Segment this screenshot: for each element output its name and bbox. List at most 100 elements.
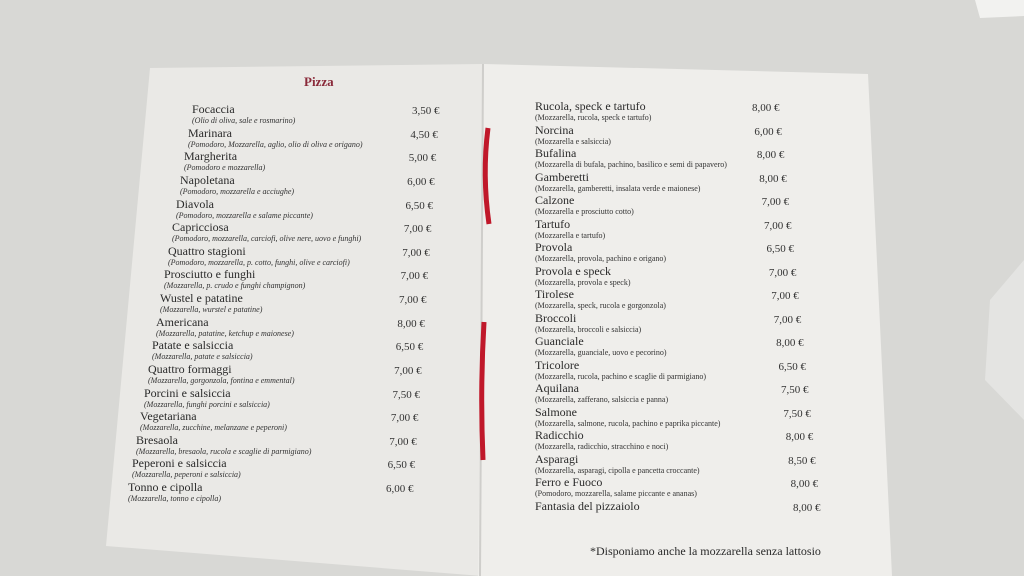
- item-description: (Pomodoro e mozzarella): [184, 163, 266, 173]
- item-price: 4,50 €: [410, 128, 438, 141]
- item-name: Tartufo: [535, 216, 571, 231]
- item-price: 3,50 €: [412, 105, 440, 117]
- menu-item: Americana (Mozzarella, patatine, ketchup …: [156, 314, 294, 338]
- item-name: Bufalina: [535, 146, 577, 161]
- menu-item: Margherita (Pomodoro e mozzarella): [184, 149, 266, 173]
- item-name: Tirolese: [535, 287, 574, 302]
- item-name: Norcina: [535, 122, 574, 137]
- item-price: 6,00 €: [754, 125, 782, 138]
- menu-item: Aquilana (Mozzarella, zafferano, salsicci…: [535, 381, 669, 405]
- item-name: Margherita: [184, 149, 238, 164]
- menu-item: Peperoni e salsiccia (Mozzarella, peperon…: [132, 457, 241, 480]
- item-price: 7,00 €: [399, 294, 427, 306]
- item-name: Marinara: [188, 125, 232, 140]
- item-price: 6,00 €: [407, 175, 435, 188]
- item-price: 7,00 €: [402, 246, 430, 259]
- item-description: (Mozzarella, tonno e cipolla): [128, 494, 222, 503]
- item-description: (Pomodoro, Mozzarella, aglio, olio di ol…: [188, 139, 363, 149]
- menu-item: Rucola, speck e tartufo (Mozzarella, ruco…: [535, 99, 651, 123]
- item-price: 7,00 €: [390, 412, 419, 425]
- item-description: (Mozzarella, guanciale, uovo e pecorino): [535, 348, 667, 358]
- item-price: 7,00 €: [403, 223, 432, 236]
- item-description: (Mozzarella, bresaola, rucola e scaglie …: [136, 446, 312, 456]
- menu-item: Asparagi (Mozzarella, asparagi, cipolla e…: [535, 452, 700, 475]
- menu-item: Provola e speck (Mozzarella, provola e sp…: [535, 263, 631, 287]
- item-description: (Mozzarella, broccoli e salsiccia): [535, 324, 642, 334]
- menu-item: Tartufo (Mozzarella e tartufo): [535, 216, 606, 240]
- item-description: (Mozzarella, speck, rucola e gorgonzola): [535, 301, 666, 311]
- item-description: (Mozzarella e tartufo): [535, 230, 606, 240]
- item-name: Vegetariana: [140, 409, 197, 424]
- menu-item: Diavola (Pomodoro, mozzarella e salame pi…: [176, 196, 313, 220]
- item-name: Radicchio: [535, 428, 584, 443]
- menu-item: Porcini e salsiccia (Mozzarella, funghi p…: [144, 386, 270, 409]
- item-description: (Mozzarella, asparagi, cipolla e pancett…: [535, 465, 700, 475]
- item-description: (Mozzarella, radicchio, stracchino e noc…: [535, 442, 669, 452]
- menu-item: Patate e salsiccia (Mozzarella, patate e …: [152, 338, 253, 362]
- menu-item: Capricciosa (Pomodoro, mozzarella, carcio…: [172, 221, 362, 244]
- item-description: (Mozzarella, patate e salsiccia): [152, 352, 253, 362]
- item-name: Provola e speck: [535, 263, 611, 278]
- item-name: Gamberetti: [535, 169, 589, 184]
- menu-item: Tirolese (Mozzarella, speck, rucola e gor…: [535, 287, 666, 311]
- item-price: 6,50 €: [387, 459, 416, 472]
- item-description: (Olio di oliva, sale e rosmarino): [192, 116, 296, 125]
- item-price: 8,00 €: [752, 102, 780, 114]
- item-name: Ferro e Fuoco: [535, 475, 603, 490]
- item-name: Calzone: [535, 193, 575, 208]
- menu-item: Calzone (Mozzarella e prosciutto cotto): [535, 193, 634, 217]
- item-name: Aquilana: [535, 381, 579, 396]
- item-price: 7,50 €: [783, 407, 811, 420]
- menu-item: Quattro formaggi (Mozzarella, gorgonzola,…: [148, 361, 295, 385]
- item-price: 8,00 €: [785, 431, 814, 444]
- footnote: *Disponiamo anche la mozzarella senza la…: [590, 544, 821, 558]
- menu-item: Fantasia del pizzaiolo: [535, 500, 640, 513]
- menu-item: Salmone (Mozzarella, salmone, rucola, pac…: [535, 405, 721, 428]
- item-name: Quattro formaggi: [148, 361, 232, 376]
- menu-item: Guanciale (Mozzarella, guanciale, uovo e …: [535, 335, 667, 358]
- item-description: (Pomodoro, mozzarella, carciofi, olive n…: [172, 234, 362, 244]
- item-price: 6,50 €: [405, 199, 434, 212]
- menu-item: Radicchio (Mozzarella, radicchio, stracch…: [535, 428, 669, 452]
- item-price: 5,00 €: [408, 152, 437, 165]
- left-page: [106, 64, 482, 576]
- item-description: (Mozzarella, salmone, rucola, pachino e …: [535, 418, 721, 428]
- item-price: 8,50 €: [788, 454, 816, 467]
- menu-item: Quattro stagioni (Pomodoro, mozzarella, p…: [168, 244, 350, 267]
- glass-edge: [985, 260, 1024, 420]
- menu-item: Ferro e Fuoco (Pomodoro, mozzarella, sala…: [535, 475, 697, 499]
- item-description: (Mozzarella, zafferano, salsiccia e pann…: [535, 395, 669, 405]
- item-name: Prosciutto e funghi: [164, 267, 256, 282]
- menu-item: Broccoli (Mozzarella, broccoli e salsicci…: [535, 311, 642, 334]
- item-name: Rucola, speck e tartufo: [535, 99, 646, 113]
- item-name: Tricolore: [535, 357, 580, 372]
- item-price: 8,00 €: [756, 149, 785, 162]
- menu-item: Provola (Mozzarella, provola, pachino e o…: [535, 241, 667, 264]
- ribbon-top: [482, 127, 492, 225]
- ribbon-bottom: [479, 321, 487, 461]
- menu-item: Bufalina (Mozzarella di bufala, pachino, …: [535, 146, 727, 170]
- item-description: (Mozzarella, wurstel e patatine): [160, 305, 263, 314]
- right-page: [478, 64, 892, 576]
- item-name: Diavola: [176, 196, 214, 211]
- item-name: Napoletana: [180, 172, 235, 187]
- menu-item: Norcina (Mozzarella e salsiccia): [535, 122, 611, 146]
- item-price: 8,00 €: [397, 317, 425, 330]
- item-name: Tonno e cipolla: [128, 480, 203, 494]
- menu-item: Napoletana (Pomodoro, mozzarella e acciug…: [180, 172, 295, 196]
- item-name: Patate e salsiccia: [152, 338, 234, 353]
- menu-item: Tonno e cipolla (Mozzarella, tonno e cipo…: [128, 480, 222, 504]
- item-price: 8,00 €: [759, 172, 787, 185]
- item-description: (Pomodoro, mozzarella e salame piccante): [176, 210, 313, 220]
- item-price: 7,00 €: [768, 266, 797, 279]
- item-name: Americana: [156, 314, 209, 329]
- item-description: (Mozzarella, provola, pachino e origano): [535, 254, 667, 264]
- item-description: (Pomodoro, mozzarella e acciughe): [180, 186, 295, 196]
- item-price: 6,50 €: [778, 360, 807, 373]
- item-description: (Mozzarella di bufala, pachino, basilico…: [535, 160, 727, 170]
- item-description: (Mozzarella e prosciutto cotto): [535, 207, 634, 217]
- menu-item: Tricolore (Mozzarella, rucola, pachino e …: [535, 357, 706, 381]
- item-name: Wustel e patatine: [160, 291, 243, 305]
- item-name: Fantasia del pizzaiolo: [535, 499, 640, 513]
